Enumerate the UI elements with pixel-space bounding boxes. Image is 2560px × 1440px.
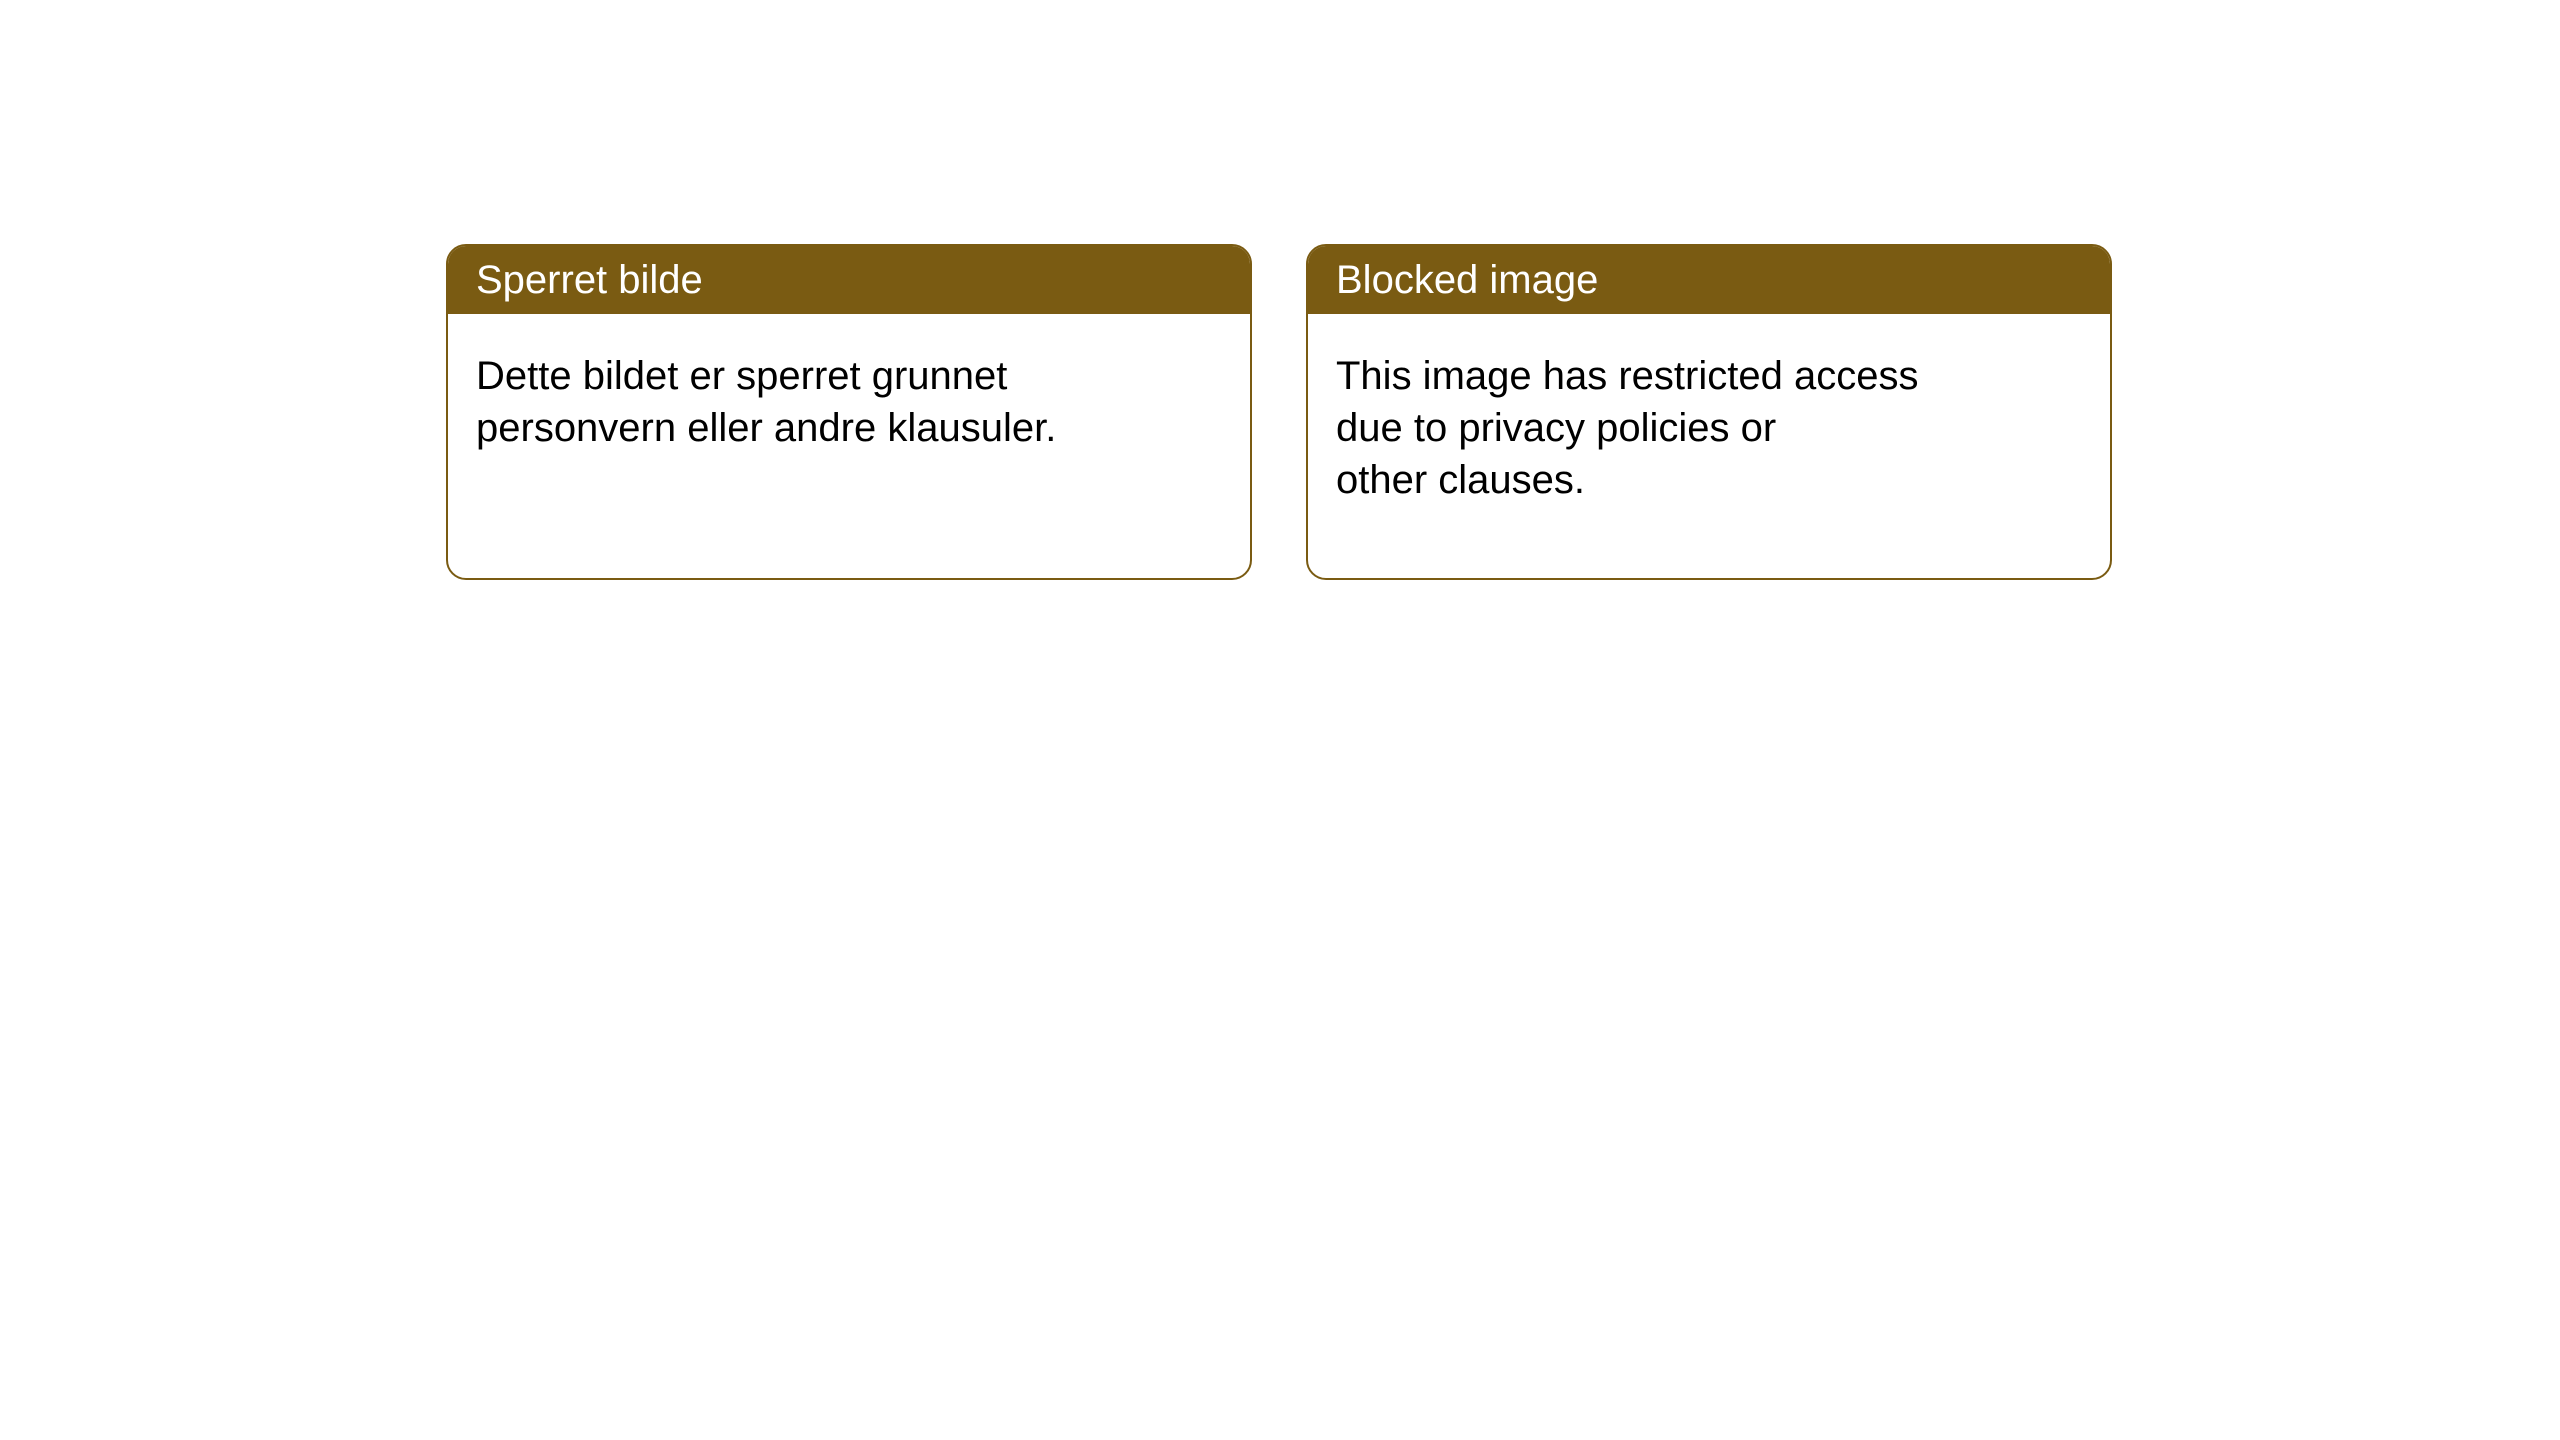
blocked-image-card-no: Sperret bilde Dette bildet er sperret gr… xyxy=(446,244,1252,580)
card-header-en: Blocked image xyxy=(1308,246,2110,314)
blocked-image-card-en: Blocked image This image has restricted … xyxy=(1306,244,2112,580)
notice-container: Sperret bilde Dette bildet er sperret gr… xyxy=(0,0,2560,580)
card-header-no: Sperret bilde xyxy=(448,246,1250,314)
card-body-en: This image has restricted access due to … xyxy=(1308,314,2008,542)
card-body-no: Dette bildet er sperret grunnet personve… xyxy=(448,314,1148,490)
